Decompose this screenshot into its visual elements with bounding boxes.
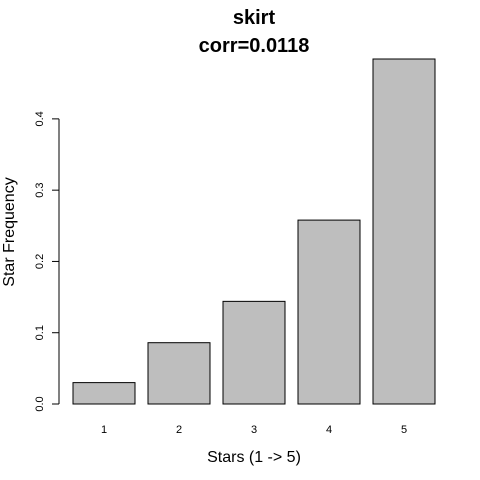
x-axis-label: Stars (1 -> 5) xyxy=(207,449,301,466)
y-tick-label: 0.1 xyxy=(34,325,46,340)
x-tick-labels: 1 2 3 4 5 xyxy=(101,424,407,436)
x-tick-label: 1 xyxy=(101,424,107,436)
x-tick-label: 5 xyxy=(401,424,407,436)
y-axis-label: Star Frequency xyxy=(1,177,18,286)
y-tick-label: 0.4 xyxy=(34,111,46,126)
y-axis: 0.0 0.1 0.2 0.3 0.4 xyxy=(34,111,60,412)
bar-5 xyxy=(372,58,436,405)
x-tick-label: 3 xyxy=(251,424,257,436)
y-tick-label: 0.2 xyxy=(34,254,46,269)
chart-title: skirt xyxy=(233,7,276,29)
bar-3 xyxy=(222,300,286,405)
bar-2 xyxy=(147,342,211,405)
x-tick-label: 4 xyxy=(326,424,332,436)
chart-subtitle: corr=0.0118 xyxy=(199,35,310,57)
y-tick-label: 0.3 xyxy=(34,183,46,198)
y-tick-label: 0.0 xyxy=(34,396,46,411)
bar-4 xyxy=(297,219,361,405)
x-tick-label: 2 xyxy=(176,424,182,436)
bar-1 xyxy=(72,382,136,405)
bars-group xyxy=(72,58,436,405)
